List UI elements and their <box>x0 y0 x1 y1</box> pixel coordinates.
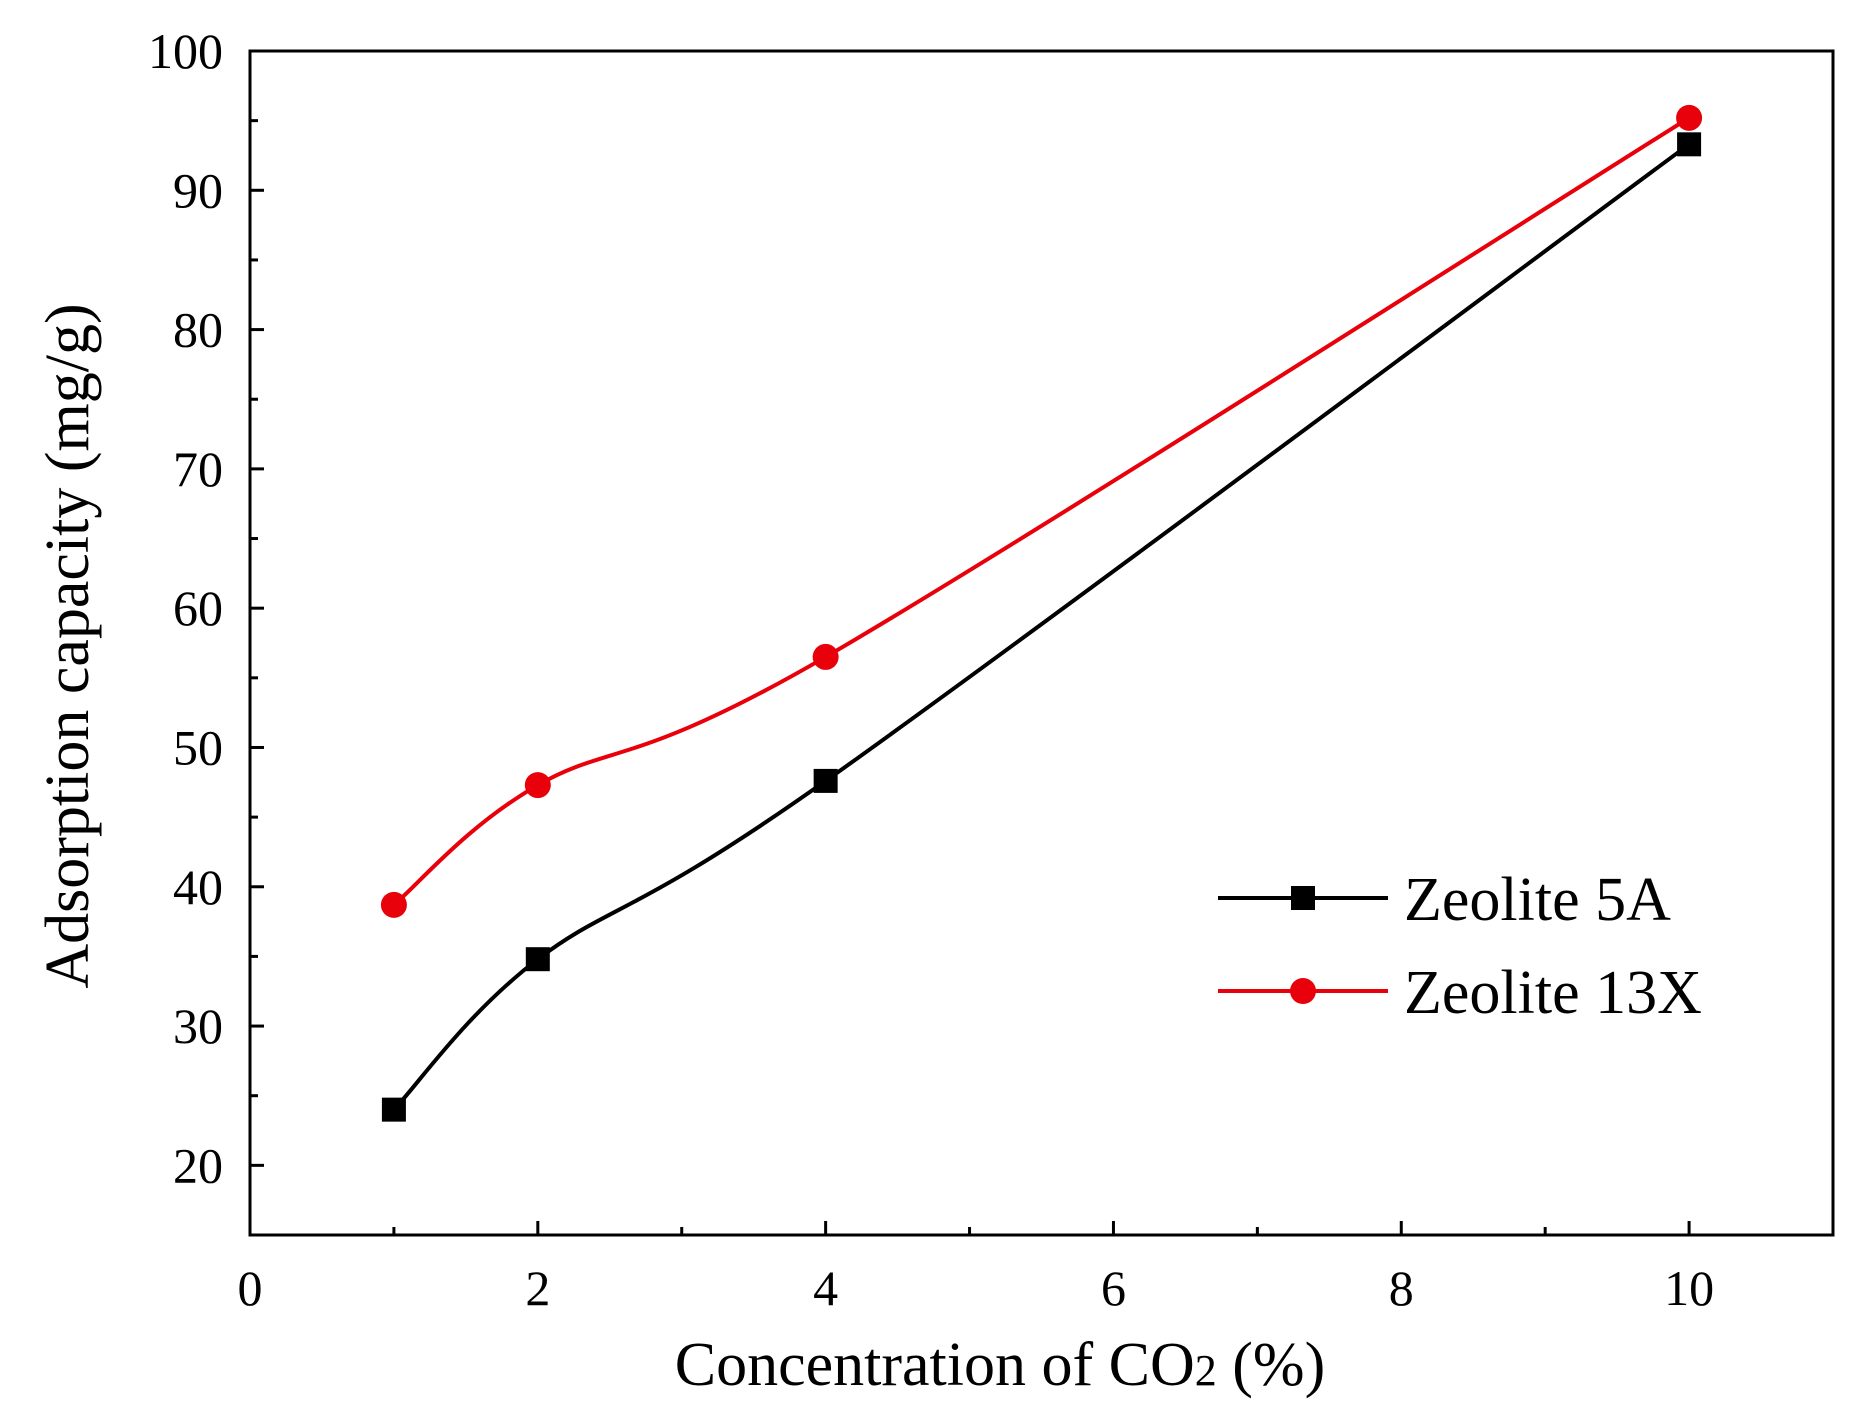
y-tick-label: 80 <box>173 302 223 358</box>
legend: Zeolite 5A Zeolite 13X <box>1218 866 1702 1027</box>
data-point-zeolite-13x <box>380 891 407 918</box>
x-axis-title: Concentration of CO2 (%) <box>675 1331 1325 1399</box>
y-axis-title: Adsorption capacity (mg/g) <box>34 303 102 988</box>
y-tick-label: 60 <box>173 580 223 636</box>
x-tick-label: 2 <box>525 1260 550 1316</box>
legend-marker <box>1291 886 1315 910</box>
series-line-zeolite-5a <box>392 142 1691 1112</box>
data-point-zeolite-5a <box>381 1097 406 1122</box>
x-axis-ticks: 0 2 4 6 8 10 <box>238 1221 1714 1316</box>
legend-item-zeolite-5a: Zeolite 5A <box>1218 866 1671 934</box>
legend-label: Zeolite 5A <box>1404 866 1671 934</box>
data-point-zeolite-5a <box>1677 132 1702 157</box>
plot-border <box>248 49 1835 1237</box>
y-tick-label: 30 <box>173 998 223 1054</box>
y-tick-label: 100 <box>148 23 223 79</box>
data-point-zeolite-13x <box>1676 104 1703 131</box>
x-tick-label: 0 <box>238 1260 263 1316</box>
legend-marker <box>1290 978 1316 1004</box>
x-axis-title-prefix: Concentration of CO <box>675 1331 1195 1399</box>
legend-label: Zeolite 13X <box>1404 959 1702 1027</box>
y-tick-label: 70 <box>173 441 223 497</box>
data-point-zeolite-5a <box>525 947 550 972</box>
legend-item-zeolite-13x: Zeolite 13X <box>1218 959 1702 1027</box>
x-tick-label: 10 <box>1664 1260 1714 1316</box>
data-point-zeolite-13x <box>524 772 551 799</box>
y-tick-label: 20 <box>173 1137 223 1193</box>
series-line-zeolite-13x <box>392 116 1691 907</box>
y-tick-label: 50 <box>173 719 223 775</box>
y-tick-label: 40 <box>173 859 223 915</box>
plot-frame <box>248 49 1835 1237</box>
x-axis-title-subscript: 2 <box>1195 1346 1217 1395</box>
data-point-zeolite-13x <box>812 643 839 670</box>
data-point-zeolite-5a <box>813 768 838 793</box>
x-tick-label: 8 <box>1389 1260 1414 1316</box>
x-tick-label: 6 <box>1101 1260 1126 1316</box>
series-markers <box>380 104 1703 1122</box>
y-tick-label: 90 <box>173 162 223 218</box>
y-axis-ticks: 20 30 40 50 60 70 80 90 100 <box>148 23 264 1193</box>
x-tick-label: 4 <box>813 1260 838 1316</box>
x-axis-title-suffix: (%) <box>1217 1331 1325 1399</box>
series-lines <box>392 116 1691 1112</box>
